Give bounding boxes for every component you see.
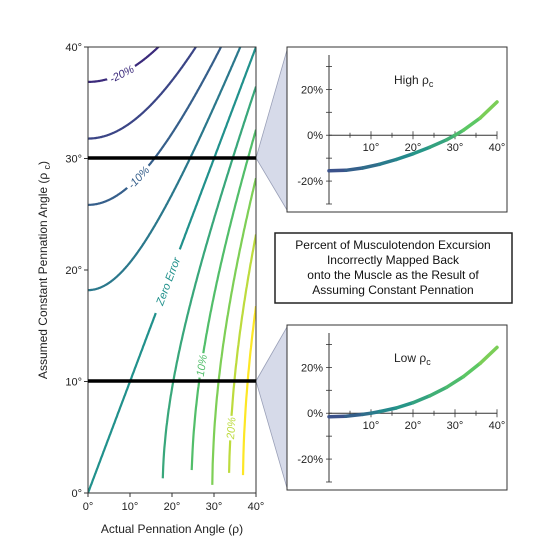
- x-tick-label: 0°: [83, 501, 94, 513]
- contour-line-level-neg20: [88, 47, 160, 83]
- y-axis-label-subscript: c: [42, 164, 52, 169]
- inset-x-tick-label-high: 40°: [489, 142, 506, 154]
- inset-x-tick-label-high: 30°: [447, 142, 464, 154]
- inset-x-tick-label-low: 40°: [489, 420, 506, 432]
- contour-label-20: 20%: [222, 415, 239, 441]
- inset-curve-segment-low: [428, 385, 449, 398]
- inset-y-tick-label-low: 20%: [301, 362, 323, 374]
- contour-line-level-25: [241, 306, 256, 476]
- inset-curve-segment-high: [461, 116, 482, 132]
- caption-line-2: Incorrectly Mapped Back: [327, 253, 460, 267]
- y-tick-label: 0°: [71, 488, 82, 500]
- inset-x-tick-label-low: 20°: [405, 420, 422, 432]
- caption-line-3: onto the Muscle as the Result of: [307, 268, 479, 282]
- svg-text:Zero Error: Zero Error: [154, 255, 184, 308]
- inset-curve-segment-low: [327, 414, 348, 419]
- inset-curve-segment-high: [344, 166, 365, 173]
- svg-text:10%: 10%: [195, 354, 210, 378]
- inset-curve-segment-low: [411, 394, 432, 405]
- y-tick-label: 10°: [65, 377, 82, 389]
- inset-low-label: Low ρc: [394, 351, 431, 367]
- inset-curve-segment-low: [344, 412, 365, 418]
- x-tick-label: 30°: [206, 501, 223, 513]
- svg-text:20%: 20%: [225, 417, 239, 441]
- y-tick-label: 30°: [65, 154, 82, 166]
- contour-line-level-20: [228, 234, 256, 473]
- inset-high: 20%0%-20%10° 20° 30° 40° High ρc: [286, 46, 508, 213]
- inset-x-tick-label-low: 30°: [447, 420, 464, 432]
- inset-curve-segment-high: [360, 162, 382, 170]
- callout-wedge-low: [255, 325, 288, 489]
- inset-curve-segment-low: [461, 361, 482, 379]
- contour-line-level-15: [211, 177, 256, 485]
- y-axis-label-text: Assumed Constant Pennation Angle (ρ: [36, 173, 50, 379]
- x-axis-label: Actual Pennation Angle (ρ): [101, 522, 243, 536]
- contour-line-level-neg25: [88, 3, 157, 32]
- x-tick-label: 40°: [248, 501, 265, 513]
- inset-y-tick-label-high: -20%: [297, 176, 323, 188]
- inset-x-tick-label-high: 10°: [363, 142, 380, 154]
- inset-high-label: High ρc: [394, 73, 434, 89]
- inset-curve-segment-high: [428, 138, 449, 149]
- inset-y-tick-label-low: -20%: [297, 454, 323, 466]
- inset-curve-segment-low: [377, 406, 398, 414]
- contour-line-level-neg10: [88, 47, 223, 206]
- y-axis-label-close: ): [36, 161, 50, 165]
- inset-curve-segment-high: [394, 152, 415, 162]
- inset-y-tick-label-high: 0%: [307, 130, 323, 142]
- inset-curve-segment-low: [394, 400, 415, 410]
- contour-label-10: 10%: [192, 352, 210, 379]
- y-tick-label: 40°: [65, 42, 82, 54]
- contour-label-neg20: -20%: [104, 60, 139, 86]
- contour-line-level-10: [190, 129, 256, 471]
- caption-frame: [274, 232, 513, 304]
- inset-curve-segment-high: [411, 145, 432, 156]
- contour-line-level-5: [161, 86, 256, 479]
- caption-line-1: Percent of Musculotendon Excursion: [295, 238, 490, 252]
- y-axis-label: Assumed Constant Pennation Angle (ρ c): [36, 161, 52, 379]
- main-contour-plot: 0° 10° 20° 30° 40°0°10°20°30°40° -20%-10%Zer…: [36, 3, 265, 536]
- callout-wedge-high: [255, 49, 288, 212]
- svg-text:-20%: -20%: [108, 63, 137, 85]
- contour-label-0: Zero Error: [149, 246, 186, 316]
- inset-curve-segment-low: [478, 345, 499, 366]
- y-tick-label: 20°: [65, 265, 82, 277]
- high-curve: [327, 100, 499, 173]
- caption-box: Percent of Musculotendon Excursion Incor…: [274, 232, 513, 304]
- contour-line-level-neg15: [88, 47, 198, 140]
- inset-low: 20% 0% -20% 10° 20° 30° 40° Low ρc: [286, 324, 508, 491]
- low-curve: [327, 345, 499, 419]
- contour-line-level-neg5: [88, 47, 242, 292]
- inset-curve-segment-low: [444, 374, 466, 390]
- inset-curve-segment-high: [327, 168, 348, 173]
- x-tick-label: 20°: [164, 501, 181, 513]
- inset-high-frame: [286, 46, 508, 213]
- inset-x-tick-label-low: 10°: [363, 420, 380, 432]
- caption-line-4: Assuming Constant Pennation: [312, 283, 473, 297]
- inset-curve-segment-high: [377, 157, 398, 167]
- inset-curve-segment-high: [478, 100, 499, 120]
- inset-y-tick-label-high: 20%: [301, 84, 323, 96]
- inset-y-tick-label-low: 0%: [307, 408, 323, 420]
- x-tick-label: 10°: [122, 501, 139, 513]
